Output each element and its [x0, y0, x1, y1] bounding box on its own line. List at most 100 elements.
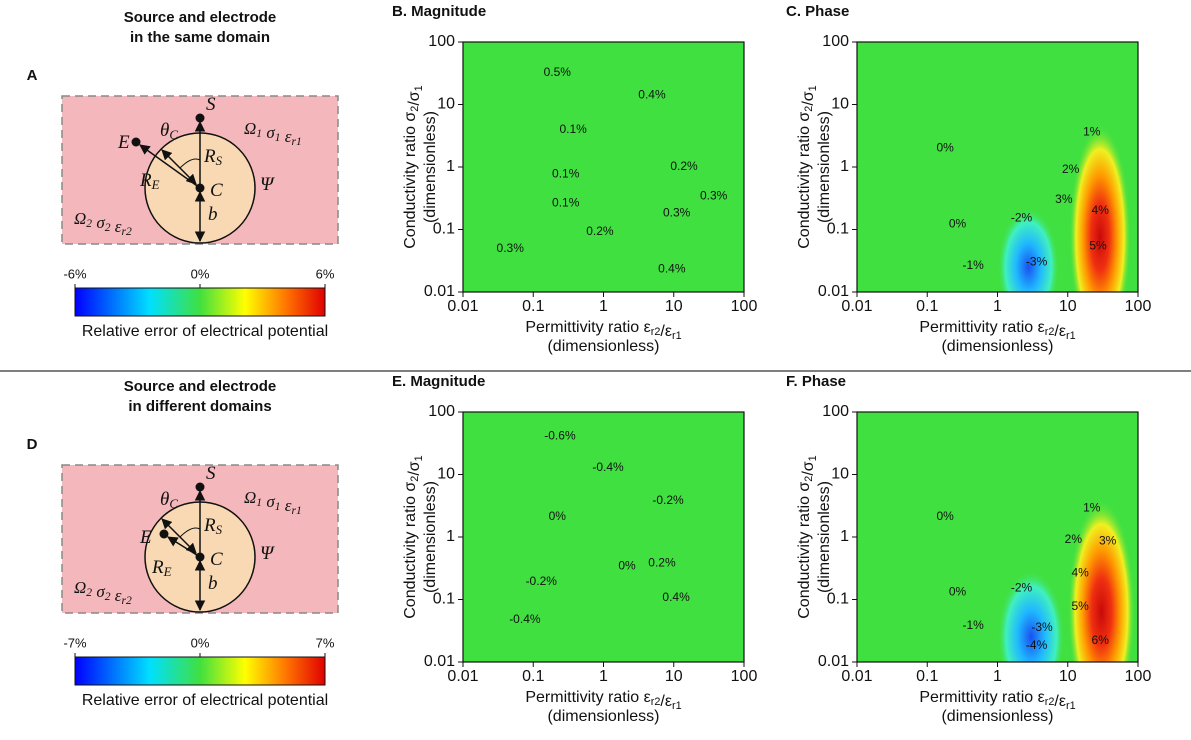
- y-axis-label-sub: 2: [803, 106, 815, 112]
- colorbar: [74, 656, 326, 686]
- y-tick-label: 1: [840, 528, 849, 545]
- contour-label: -1%: [962, 618, 984, 632]
- contour-label: 0%: [937, 140, 955, 154]
- diagram-label-sub: C: [169, 496, 178, 511]
- diagram-label: RE: [139, 170, 160, 192]
- y-tick-label: 0.01: [424, 283, 455, 300]
- domain-label-sub: 1: [256, 496, 262, 509]
- diagram-label-part: E: [139, 527, 152, 548]
- chart-title: B. Magnitude: [392, 3, 486, 20]
- contour-label: -1%: [962, 258, 984, 272]
- angle-arc: [179, 527, 201, 538]
- contour-label: 2%: [1065, 532, 1083, 546]
- y-axis-label-part: /σ: [800, 461, 817, 475]
- domain-label-part: ε: [281, 127, 292, 146]
- y-axis-label: Conductivity ratio σ2/σ1: [402, 455, 425, 619]
- diagram-label-part: θ: [160, 489, 169, 510]
- y-tick-label: 0.01: [818, 653, 849, 670]
- x-axis-label: Permittivity ratio εr2/εr1: [525, 319, 681, 342]
- x-axis-label-sub: r2: [651, 696, 661, 708]
- colorbar-tick-label: -6%: [63, 266, 87, 281]
- diagram-label: Ψ: [260, 174, 275, 195]
- x-axis-label-part: /ε: [660, 323, 672, 340]
- domain-label-sub: r1: [291, 504, 301, 517]
- contour-label: -0.4%: [509, 612, 541, 626]
- contour-label: -0.2%: [526, 574, 558, 588]
- y-tick-label: 10: [831, 466, 849, 483]
- angle-arc: [179, 158, 201, 169]
- diagram-label-part: R: [203, 515, 216, 536]
- x-axis-label-sub: r2: [1045, 696, 1055, 708]
- contour-label: 0.3%: [700, 188, 728, 202]
- panel-title: Source and electrode: [124, 378, 277, 395]
- x-axis-label-part: /ε: [1054, 323, 1066, 340]
- x-axis-label-2: (dimensionless): [941, 338, 1053, 355]
- colorbar-tick-label: 0%: [191, 635, 210, 650]
- colorbar-tick-label: -7%: [63, 635, 87, 650]
- x-tick-label: 10: [665, 298, 683, 315]
- x-tick-label: 10: [665, 668, 683, 685]
- diagram-label-part: C: [210, 549, 223, 570]
- y-tick-label: 0.1: [827, 591, 849, 608]
- contour-label: 0.3%: [663, 206, 691, 220]
- domain-label: Ω1 σ1 εr1: [244, 488, 302, 517]
- domain-label: Ω2 σ2 εr2: [74, 209, 132, 238]
- y-axis-label: Conductivity ratio σ2/σ1: [796, 85, 819, 249]
- x-axis-label-2: (dimensionless): [547, 338, 659, 355]
- x-tick-label: 1: [993, 298, 1002, 315]
- contour-label: -2%: [1011, 211, 1033, 225]
- diagram-label: C: [210, 180, 223, 201]
- domain-label-sub: r2: [121, 225, 131, 238]
- domain-label-part: ε: [281, 496, 292, 515]
- x-tick-label: 0.01: [447, 298, 478, 315]
- diagram-label: θC: [160, 489, 178, 511]
- diagram-label: b: [208, 573, 218, 594]
- diagram-label: C: [210, 549, 223, 570]
- panel-title: in different domains: [128, 398, 271, 415]
- chart-title: E. Magnitude: [392, 373, 485, 390]
- field: [463, 42, 744, 292]
- x-axis-label-sub: r1: [672, 330, 682, 342]
- x-axis-label-2: (dimensionless): [547, 708, 659, 725]
- domain-label-sub: 2: [86, 217, 92, 230]
- diagram-label-sub: S: [216, 153, 223, 168]
- x-tick-label: 0.1: [522, 298, 544, 315]
- x-axis-label-sub: r1: [672, 700, 682, 712]
- x-axis-label-part: Permittivity ratio ε: [919, 319, 1044, 336]
- x-axis-label-part: Permittivity ratio ε: [525, 319, 650, 336]
- y-axis-label-part: /σ: [406, 91, 423, 105]
- y-axis-label-part: Conductivity ratio σ: [796, 112, 813, 249]
- domain-label-part: Ω: [244, 119, 256, 138]
- x-axis-label: Permittivity ratio εr2/εr1: [919, 689, 1075, 712]
- y-tick-label: 0.01: [818, 283, 849, 300]
- contour-label: -3%: [1031, 620, 1053, 634]
- y-axis-label-2: (dimensionless): [422, 481, 439, 593]
- y-axis-label-2: (dimensionless): [816, 481, 833, 593]
- colorbar-tick-label: 6%: [316, 266, 335, 281]
- field-blob: [1069, 124, 1131, 292]
- diagram-label: S: [206, 94, 216, 115]
- y-axis-label-sub: 1: [807, 85, 819, 91]
- center-dot: [195, 552, 205, 562]
- diagram-label: E: [117, 132, 130, 153]
- domain-label: Ω2 σ2 εr2: [74, 578, 132, 607]
- domain-label-part: σ: [92, 582, 105, 601]
- y-axis-label-sub: 2: [803, 476, 815, 482]
- y-axis-label-part: /σ: [800, 91, 817, 105]
- diagram-label: b: [208, 204, 218, 225]
- x-axis-label-sub: r1: [1066, 330, 1076, 342]
- contour-label: 0.3%: [497, 241, 525, 255]
- contour-label: 0.4%: [638, 88, 666, 102]
- y-tick-label: 100: [428, 33, 455, 50]
- diagram-label-sub: E: [163, 564, 172, 579]
- y-tick-label: 10: [437, 466, 455, 483]
- contour-label: 0.2%: [670, 159, 698, 173]
- x-tick-label: 10: [1059, 668, 1077, 685]
- arrow-radius: [161, 149, 197, 185]
- x-tick-label: 100: [731, 668, 758, 685]
- field-blob: [1067, 499, 1136, 662]
- x-tick-label: 0.01: [841, 298, 872, 315]
- contour-label: 0%: [949, 217, 967, 231]
- domain-label-part: Ω: [244, 488, 256, 507]
- diagram-label-part: C: [210, 180, 223, 201]
